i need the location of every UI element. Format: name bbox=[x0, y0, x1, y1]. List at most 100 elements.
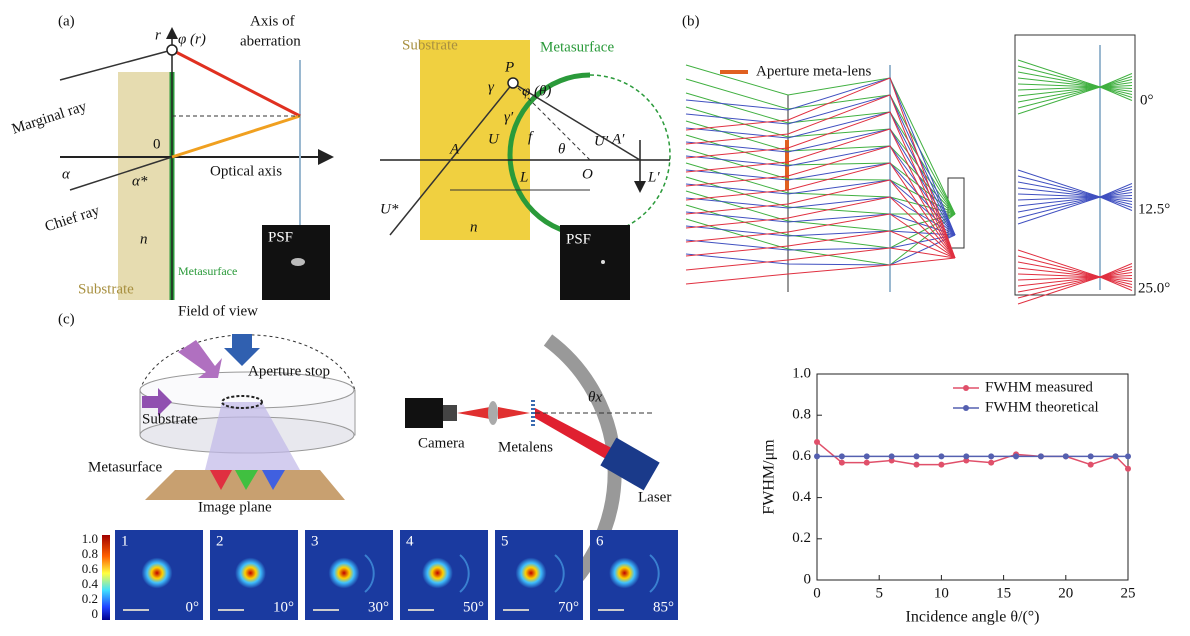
label: P bbox=[504, 59, 514, 75]
label: φ (θ) bbox=[522, 83, 551, 99]
label: f bbox=[528, 129, 534, 145]
x-tick-label: 0 bbox=[813, 585, 821, 601]
point bbox=[1038, 453, 1044, 459]
y-tick-label: 0.4 bbox=[792, 489, 811, 505]
image-index: 1 bbox=[121, 533, 129, 549]
camera-lens bbox=[443, 405, 457, 421]
arrow bbox=[224, 334, 260, 366]
label: n bbox=[140, 231, 148, 247]
label: γ′ bbox=[504, 109, 514, 125]
label: r bbox=[155, 27, 161, 43]
panel-a-right: Substrate Metasurface P γ φ (θ) γ′ U f θ… bbox=[380, 37, 670, 300]
legend-label: FWHM theoretical bbox=[985, 399, 1099, 415]
label: Laser bbox=[638, 489, 671, 505]
lens bbox=[488, 401, 498, 425]
panel-b: (b) Aperture meta-lens 0° 12.5° 25.0° bbox=[682, 13, 1170, 304]
point bbox=[814, 453, 820, 459]
ray bbox=[686, 112, 955, 258]
panel-label: (b) bbox=[682, 13, 700, 29]
panel-a-left: (a) r φ (r) Axis of aberration Marginal … bbox=[10, 13, 330, 300]
legend-label: Aperture meta-lens bbox=[756, 63, 872, 79]
label: 0 bbox=[153, 136, 161, 152]
point bbox=[914, 453, 920, 459]
label: L′ bbox=[647, 169, 660, 185]
image-angle: 50° bbox=[463, 599, 484, 615]
image-angle: 10° bbox=[273, 599, 294, 615]
label: U′ bbox=[594, 133, 609, 149]
psf-spot bbox=[322, 551, 366, 595]
point bbox=[988, 453, 994, 459]
point bbox=[839, 453, 845, 459]
panel-label: (a) bbox=[58, 13, 75, 29]
legend-marker bbox=[963, 405, 969, 411]
phase-point bbox=[167, 45, 177, 55]
chief-ray-out bbox=[172, 116, 300, 157]
point bbox=[889, 453, 895, 459]
label: α bbox=[62, 166, 71, 182]
dashed-arc bbox=[590, 75, 670, 235]
x-tick-label: 20 bbox=[1058, 585, 1073, 601]
angle-label: 25.0° bbox=[1138, 280, 1170, 296]
point bbox=[1125, 466, 1131, 472]
colorbar bbox=[102, 535, 110, 620]
label: Substrate bbox=[78, 281, 134, 297]
label: Marginal ray bbox=[10, 98, 89, 137]
y-tick-label: 0.2 bbox=[792, 530, 811, 546]
image-index: 5 bbox=[501, 533, 509, 549]
label: PSF bbox=[566, 231, 591, 247]
psf-spot bbox=[416, 551, 460, 595]
marginal-ray-out bbox=[172, 50, 300, 116]
label: Image plane bbox=[198, 499, 272, 515]
label: θ bbox=[558, 141, 566, 157]
label: Aperture stop bbox=[248, 363, 330, 379]
image-index: 3 bbox=[311, 533, 319, 549]
label: Substrate bbox=[142, 411, 198, 427]
label: Axis of bbox=[250, 13, 295, 29]
panel-label: (c) bbox=[58, 311, 75, 327]
y-tick-label: 0.6 bbox=[792, 448, 811, 464]
x-axis-label: Incidence angle θ/(°) bbox=[906, 609, 1040, 626]
angle-label: 12.5° bbox=[1138, 201, 1170, 217]
image-angle: 70° bbox=[558, 599, 579, 615]
image-angle: 0° bbox=[186, 599, 200, 615]
point bbox=[1013, 453, 1019, 459]
label: U bbox=[488, 131, 500, 147]
point bbox=[963, 453, 969, 459]
ray bbox=[686, 197, 955, 258]
image-index: 2 bbox=[216, 533, 224, 549]
series-line bbox=[817, 442, 1128, 469]
colorbar-tick-label: 0 bbox=[92, 606, 99, 621]
x-tick-label: 15 bbox=[996, 585, 1011, 601]
point bbox=[988, 460, 994, 466]
point bbox=[938, 462, 944, 468]
label: n bbox=[470, 219, 478, 235]
colorbar-tick-label: 0.6 bbox=[82, 561, 99, 576]
image-angle: 30° bbox=[368, 599, 389, 615]
colorbar-tick-label: 0.2 bbox=[82, 591, 98, 606]
y-axis-label: FWHM/μm bbox=[761, 439, 778, 515]
arrow bbox=[178, 340, 222, 378]
point bbox=[914, 462, 920, 468]
ray bbox=[686, 258, 955, 284]
beam bbox=[457, 407, 490, 419]
point bbox=[1088, 462, 1094, 468]
point bbox=[864, 453, 870, 459]
y-tick-label: 1.0 bbox=[792, 365, 811, 381]
label: θx bbox=[588, 389, 602, 405]
label: Chief ray bbox=[43, 203, 102, 236]
label: PSF bbox=[268, 229, 293, 245]
label: Metasurface bbox=[540, 39, 614, 55]
psf-spot bbox=[229, 551, 273, 595]
image-angle: 85° bbox=[653, 599, 674, 615]
psf-images: 1.00.80.60.40.2010°210°330°450°570°685° bbox=[82, 530, 678, 621]
point bbox=[1063, 453, 1069, 459]
point bbox=[814, 439, 820, 445]
label: Metasurface bbox=[178, 264, 237, 278]
label: Optical axis bbox=[210, 163, 282, 179]
label: Metalens bbox=[498, 439, 553, 455]
label: L bbox=[519, 169, 528, 185]
angle-label: 0° bbox=[1140, 92, 1154, 108]
psf-spot bbox=[603, 551, 647, 595]
label: O bbox=[582, 166, 593, 182]
